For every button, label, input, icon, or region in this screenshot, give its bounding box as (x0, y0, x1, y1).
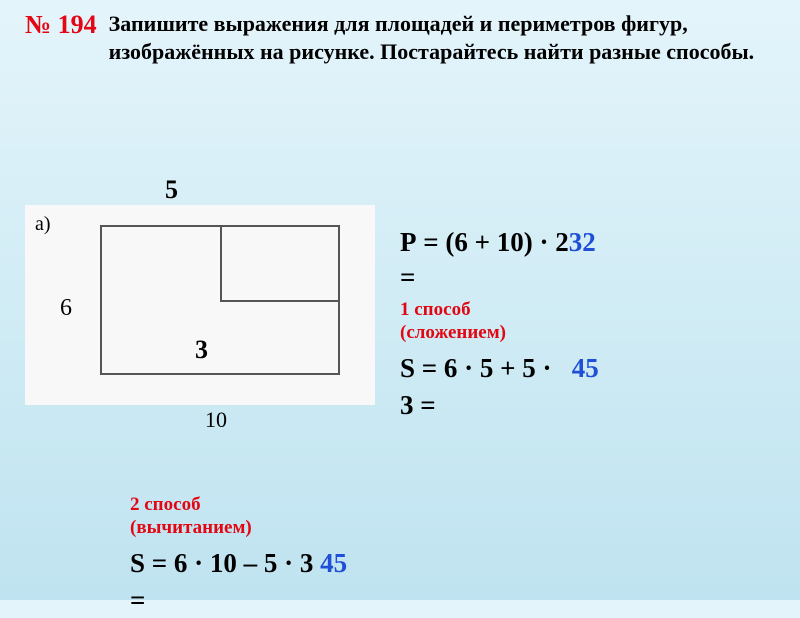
problem-number: № 194 (25, 10, 97, 40)
perimeter-line: Р = (6 + 10) · 232 (400, 225, 780, 260)
figure-bottom-label: 10 (205, 407, 227, 433)
perimeter-formula: Р = (6 + 10) · 2 (400, 227, 569, 257)
method2-cont: = (130, 583, 770, 618)
right-column: Р = (6 + 10) · 232 = 1 способ (сложением… (400, 225, 780, 423)
figure-top-label: 5 (165, 175, 178, 205)
method1-answer: 45 (572, 353, 599, 383)
method1-cont: 3 = (400, 388, 780, 423)
figure-inner-vline (220, 225, 222, 300)
method1-line2: (сложением) (400, 322, 506, 343)
figure-inner-hline (220, 300, 340, 302)
header: № 194 Запишите выражения для площадей и … (0, 0, 800, 65)
figure-panel: а) 6 3 (25, 205, 375, 405)
figure-left-label: 6 (60, 295, 72, 322)
method1-label: 1 способ (сложением) (400, 299, 780, 345)
figure-variant-letter: а) (35, 213, 51, 236)
method2-formula-line: S = 6 · 10 – 5 · 3 45 (130, 546, 770, 581)
method2-line2: (вычитанием) (130, 517, 252, 538)
method1-formula-line: S = 6 · 5 + 5 · 45 (400, 351, 780, 386)
figure-inner-label: 3 (195, 335, 208, 365)
method1-formula: S = 6 · 5 + 5 · (400, 353, 552, 383)
method2-line1: 2 способ (130, 494, 201, 515)
method2-label: 2 способ (вычитанием) (130, 494, 770, 540)
method2-formula: S = 6 · 10 – 5 · 3 (130, 548, 313, 578)
perimeter-answer: 32 (569, 227, 596, 257)
method2-answer: 45 (320, 548, 347, 578)
perimeter-cont: = (400, 260, 780, 295)
bottom-block: 2 способ (вычитанием) S = 6 · 10 – 5 · 3… (130, 490, 770, 618)
task-text: Запишите выражения для площадей и периме… (109, 10, 775, 65)
method1-line1: 1 способ (400, 299, 471, 320)
